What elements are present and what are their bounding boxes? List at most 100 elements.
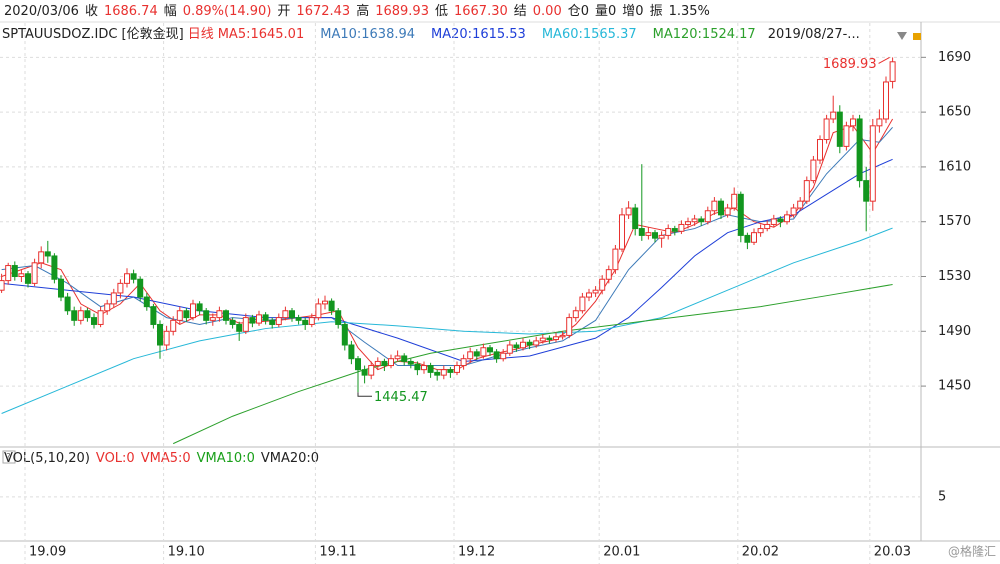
candle-body: [44, 251, 51, 257]
candle-body: [619, 214, 625, 250]
candle-body: [823, 118, 830, 141]
candle-body: [539, 337, 546, 342]
candle-body: [414, 363, 421, 371]
date-range: 2019/08/27-...: [768, 27, 860, 42]
candle-body: [282, 310, 289, 319]
candle-body: [513, 344, 520, 349]
lock-icon[interactable]: [913, 33, 921, 40]
candle-body: [691, 218, 698, 223]
header-item: 结: [514, 4, 527, 19]
toggle-glyph: ?: [6, 453, 11, 463]
candle-body: [91, 317, 97, 325]
header-bar: [0, 0, 1000, 22]
header-item: 1667.30: [454, 4, 508, 19]
candle-body: [440, 369, 447, 376]
header-item: 低: [435, 4, 448, 19]
candle-body: [810, 159, 817, 182]
candle-body: [473, 351, 480, 357]
candle-body: [830, 111, 837, 120]
candle-body: [236, 323, 243, 332]
x-tick-label: 19.09: [29, 545, 66, 560]
info-row: SPTAUUSDOZ.IDC [伦敦金现] 日线 MA5:1645.01 MA10:1…: [2, 26, 860, 42]
candle-body: [599, 278, 606, 291]
candle-body: [71, 310, 78, 321]
candle-body: [308, 317, 315, 325]
candle-body: [176, 310, 183, 321]
candle-body: [64, 296, 71, 312]
header-item: 2020/03/06: [4, 4, 79, 19]
candle-body: [592, 289, 599, 294]
candle-body: [869, 125, 876, 202]
candle-body: [18, 273, 25, 278]
candle-body: [817, 139, 823, 161]
candle-body: [427, 365, 434, 373]
candle-body: [289, 310, 295, 319]
candle-body: [460, 358, 467, 367]
candle-body: [737, 193, 744, 236]
candle-body: [110, 292, 117, 305]
candle-body: [229, 319, 236, 325]
candle-body: [856, 118, 863, 182]
candle-body: [163, 330, 170, 346]
candle-body: [843, 125, 850, 147]
candle-body: [770, 218, 777, 225]
candle-body: [751, 232, 757, 243]
candle-body: [757, 228, 764, 234]
header-item: 0.00: [533, 4, 562, 19]
candle-body: [242, 317, 249, 332]
candle-body: [157, 323, 163, 346]
candle-body: [652, 232, 658, 239]
y-tick-label: 1570: [938, 214, 971, 229]
toggle-icon[interactable]: [2, 450, 16, 464]
candle-body: [698, 218, 705, 223]
ma-line: [172, 284, 893, 445]
header-item: 高: [356, 3, 369, 19]
candle-body: [493, 351, 500, 360]
candle-body: [546, 337, 553, 341]
y-tick-label: 1690: [938, 50, 971, 65]
candle-body: [84, 310, 91, 319]
x-tick-label: 20.02: [742, 545, 779, 560]
dropdown-icon[interactable]: [897, 32, 907, 40]
candle-body: [665, 228, 672, 236]
candle-body: [31, 262, 38, 284]
candle-body: [487, 347, 493, 353]
annotation: 1689.93: [823, 57, 877, 72]
candle-body: [566, 317, 573, 336]
candle-body: [196, 303, 203, 312]
candle-body: [625, 207, 632, 216]
y-tick-label: 1530: [938, 269, 971, 284]
header-item: 仓0: [568, 4, 589, 19]
candle-body: [262, 314, 269, 321]
candle-body: [572, 310, 579, 319]
candle-body: [605, 269, 612, 280]
header-item: 幅: [164, 4, 177, 19]
header-item: VMA5:0: [141, 451, 191, 466]
candle-body: [388, 358, 394, 367]
candle-body: [25, 273, 31, 284]
candle-body: [130, 273, 137, 280]
x-tick-label: 19.11: [319, 545, 356, 560]
header-item: 增0: [622, 4, 643, 19]
candle-body: [315, 303, 322, 319]
candle-body: [209, 317, 216, 321]
candle-body: [724, 207, 731, 216]
candle-body: [394, 355, 401, 360]
candle-body: [124, 273, 130, 284]
candle-body: [223, 310, 229, 321]
candle-body: [784, 214, 790, 223]
candle-body: [612, 248, 619, 271]
candle-body: [341, 323, 348, 346]
candle-body: [671, 228, 678, 232]
candle-body: [586, 292, 592, 298]
candle-body: [883, 81, 889, 120]
candle-body: [77, 310, 84, 321]
candle-body: [275, 317, 282, 325]
annotation-line: [878, 56, 890, 64]
candle-body: [506, 344, 513, 354]
header-item: 1.35%: [669, 4, 710, 19]
candle-body: [711, 200, 718, 212]
candle-body: [137, 278, 144, 298]
candle-body: [632, 207, 639, 230]
